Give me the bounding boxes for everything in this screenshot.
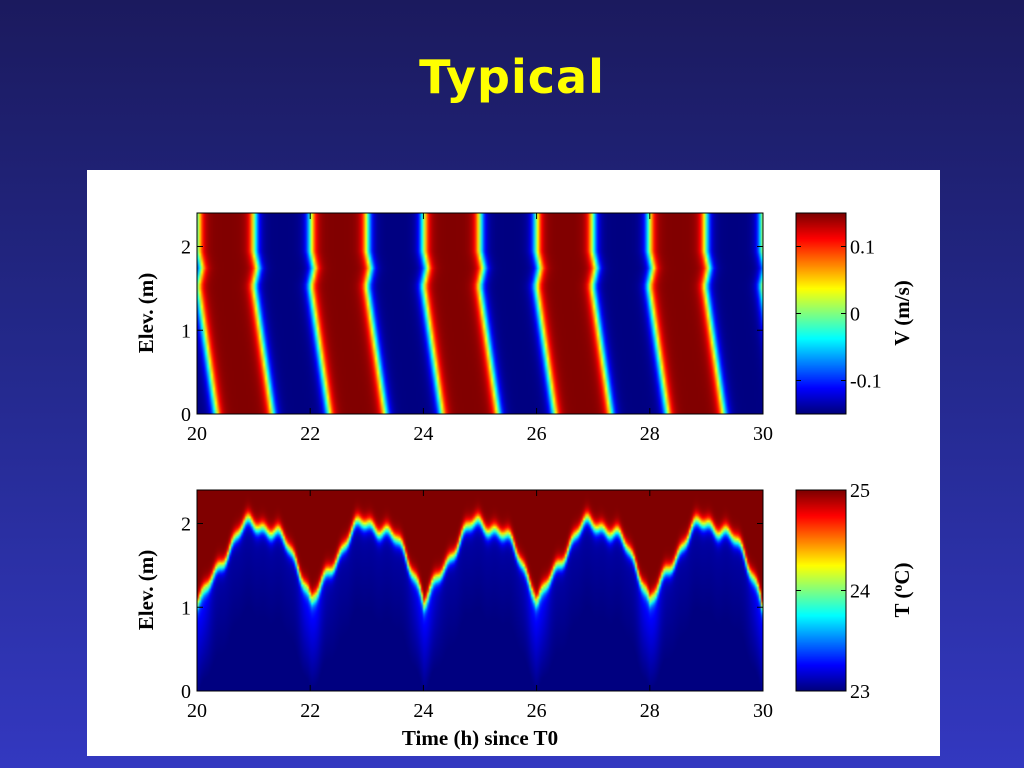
temperature-plot-frame (196, 489, 764, 692)
x-tick-label: 22 (300, 700, 320, 722)
colorbar-tick-label: 0 (850, 304, 860, 326)
temperature-plot: 20 22 24 26 28 30 0 1 2 Elev. (m) Time (h) sinc… (134, 489, 773, 750)
velocity-colorbar-ticks: -0.1 0 0.1 (796, 237, 882, 393)
velocity-heatmap (197, 213, 763, 414)
velocity-plot-frame (196, 212, 764, 415)
x-tick-label: 24 (413, 423, 433, 445)
figure-svg: 20 22 24 26 28 30 012 Elev. (m) -0.100.1 V (m… (134, 212, 914, 750)
velocity-y-ticks: 0 1 2 (181, 237, 763, 426)
colorbar-tick-label: 24 (850, 581, 870, 603)
x-tick-label: 20 (187, 423, 207, 445)
temperature-y-axis-label: Elev. (m) (134, 550, 158, 630)
velocity-y-axis-label: Elev. (m) (134, 273, 158, 353)
x-tick-label: 30 (753, 423, 773, 445)
temperature-colorbar-gradient (796, 490, 846, 691)
temperature-y-ticks: 0 1 2 (181, 514, 763, 703)
colorbar-tick-label: -0.1 (850, 371, 882, 393)
colorbar-tick-label: 23 (850, 681, 870, 703)
velocity-plot: 20 22 24 26 28 30 0 1 2 Elev. (m) (134, 212, 773, 445)
temperature-x-ticks: 20 22 24 26 28 30 (187, 490, 773, 722)
temperature-x-axis-label: Time (h) since T0 (402, 726, 558, 750)
y-tick-label: 2 (181, 237, 191, 259)
x-tick-label: 24 (413, 700, 433, 722)
x-tick-label: 28 (640, 700, 660, 722)
y-tick-label: 1 (181, 320, 191, 342)
y-tick-label: 0 (181, 404, 191, 426)
x-tick-label: 26 (527, 700, 547, 722)
colorbar-tick-label: 0.1 (850, 237, 875, 259)
velocity-colorbar-label: V (m/s) (890, 280, 914, 346)
x-tick-label: 26 (527, 423, 547, 445)
y-tick-label: 1 (181, 597, 191, 619)
x-tick-label: 22 (300, 423, 320, 445)
x-tick-label: 28 (640, 423, 660, 445)
temperature-colorbar-label: T (oC) (890, 562, 914, 617)
velocity-x-ticks: 20 22 24 26 28 30 (187, 213, 773, 445)
slide-title: Typical (419, 50, 605, 104)
y-tick-label: 0 (181, 681, 191, 703)
temperature-heatmap (197, 490, 763, 691)
velocity-colorbar-gradient (796, 213, 846, 414)
x-tick-label: 30 (753, 700, 773, 722)
y-tick-label: 2 (181, 514, 191, 536)
temperature-colorbar-ticks: 23 24 25 (796, 480, 870, 703)
velocity-colorbar: -0.1 0 0.1 V (m/s) (795, 212, 914, 415)
colorbar-tick-label: 25 (850, 480, 870, 502)
temperature-colorbar: 23 24 25 T (oC) (795, 480, 914, 703)
x-tick-label: 20 (187, 700, 207, 722)
